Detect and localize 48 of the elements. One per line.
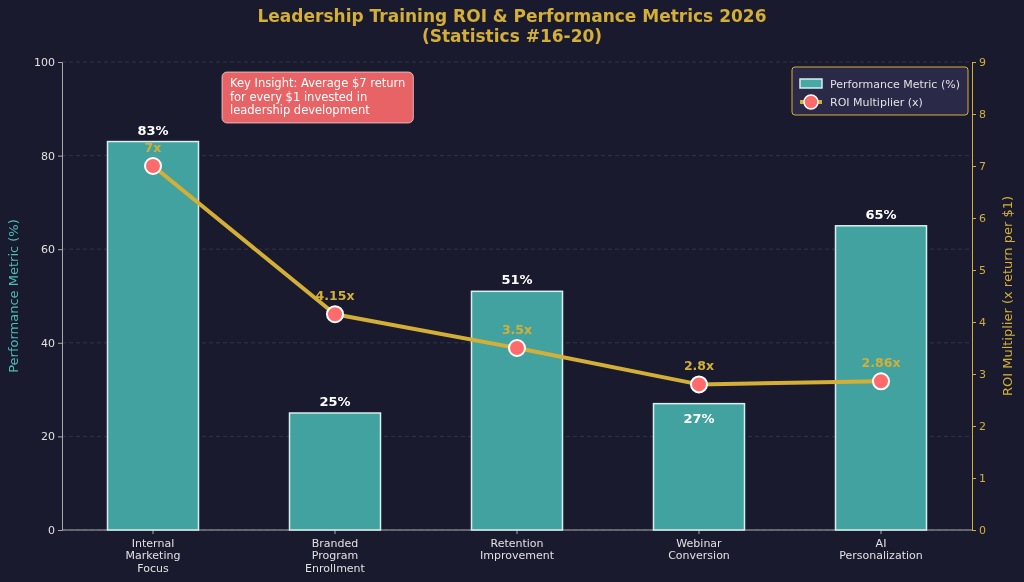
y-tick-label: 0 xyxy=(48,524,55,538)
y2-tick-label: 8 xyxy=(979,108,986,122)
data-label: 2.8x xyxy=(683,358,715,374)
point xyxy=(144,157,162,175)
x-tick-label: Branded Program Enrollment xyxy=(305,536,366,576)
y-tick-label: 60 xyxy=(41,243,55,257)
bar xyxy=(834,225,928,531)
y2-tick-label: 0 xyxy=(979,524,986,538)
y2-tick-label: 5 xyxy=(979,264,986,278)
x-tick-label: Internal Marketing Focus xyxy=(125,536,181,576)
bar xyxy=(288,412,382,531)
data-label: 83% xyxy=(137,122,169,138)
y2-tick-label: 2 xyxy=(979,420,986,434)
y-tick-label: 20 xyxy=(41,430,55,444)
data-label: 27% xyxy=(683,410,715,426)
legend-label: ROI Multiplier (x) xyxy=(830,96,923,109)
y2-tick-label: 7 xyxy=(979,160,986,174)
data-label: 25% xyxy=(319,394,351,409)
y-axis-title: Performance Metric (%) xyxy=(6,219,21,373)
bar xyxy=(652,402,746,531)
x-tick-label: AI Personalization xyxy=(839,536,923,563)
data-label: 3.5x xyxy=(501,322,533,337)
data-label: 7x xyxy=(144,140,162,155)
data-label: 2.86x xyxy=(861,355,901,371)
y2-tick-label: 1 xyxy=(979,472,986,486)
x-tick-label: Webinar Conversion xyxy=(668,536,730,563)
bar xyxy=(106,140,200,531)
annotation: Key Insight: Average $7 return for every $1 invested in leadership development xyxy=(230,76,406,117)
y2-tick-label: 4 xyxy=(979,316,986,330)
y-tick-label: 80 xyxy=(41,149,55,163)
point xyxy=(508,339,526,357)
point xyxy=(872,372,890,391)
point xyxy=(690,375,708,394)
chart-title: Leadership Training ROI & Performance Metrics 2026 xyxy=(257,6,767,26)
data-label: 65% xyxy=(865,206,897,222)
y2-tick-label: 3 xyxy=(979,368,986,382)
legend-label: Performance Metric (%) xyxy=(830,78,960,91)
y2-tick-label: 6 xyxy=(979,212,986,226)
data-label: 51% xyxy=(501,272,533,288)
bar xyxy=(470,290,564,531)
chart-subtitle: (Statistics #16-20) xyxy=(421,26,603,46)
y2-axis-title: ROI Multiplier (x return per $1) xyxy=(1000,195,1015,397)
point xyxy=(326,305,344,324)
y2-tick-label: 9 xyxy=(979,56,986,70)
y-tick-label: 40 xyxy=(41,336,55,350)
data-label: 4.15x xyxy=(315,288,355,304)
y-tick-label: 100 xyxy=(34,56,55,70)
x-tick-label: Retention Improvement xyxy=(480,536,555,563)
